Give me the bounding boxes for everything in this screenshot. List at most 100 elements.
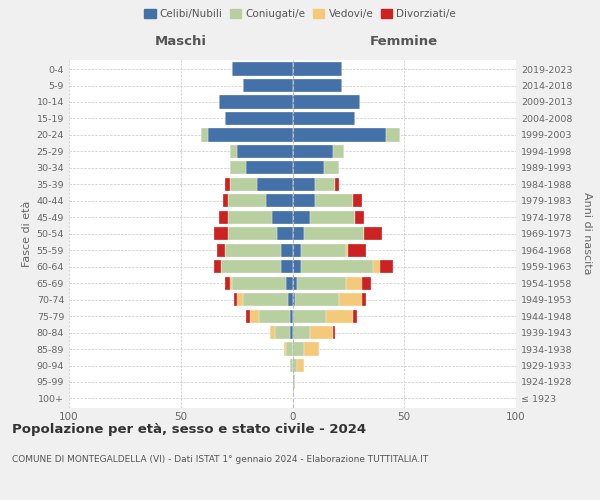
Bar bbox=[236, 145, 293, 158]
Bar bbox=[270, 326, 275, 339]
Bar bbox=[293, 194, 315, 207]
Bar bbox=[340, 293, 362, 306]
Bar bbox=[293, 293, 295, 306]
Y-axis label: Anni di nascita: Anni di nascita bbox=[582, 192, 592, 275]
Bar bbox=[295, 293, 340, 306]
Text: Femmine: Femmine bbox=[370, 34, 439, 48]
Bar bbox=[223, 194, 227, 207]
Bar bbox=[364, 227, 382, 240]
Bar bbox=[293, 145, 333, 158]
Bar bbox=[293, 227, 304, 240]
Bar bbox=[293, 359, 297, 372]
Bar bbox=[257, 178, 293, 191]
Bar bbox=[250, 310, 259, 322]
Bar bbox=[290, 310, 293, 322]
Bar bbox=[214, 227, 227, 240]
Text: Popolazione per età, sesso e stato civile - 2024: Popolazione per età, sesso e stato civil… bbox=[12, 422, 366, 436]
Bar bbox=[362, 293, 366, 306]
Bar bbox=[217, 244, 226, 257]
Text: Maschi: Maschi bbox=[155, 34, 207, 48]
Bar bbox=[301, 260, 373, 274]
Bar bbox=[293, 310, 326, 322]
Bar bbox=[355, 210, 364, 224]
Bar bbox=[293, 128, 386, 141]
Bar bbox=[266, 194, 293, 207]
Bar bbox=[301, 244, 346, 257]
Bar bbox=[288, 293, 293, 306]
Legend: Celibi/Nubili, Coniugati/e, Vedovi/e, Divorziati/e: Celibi/Nubili, Coniugati/e, Vedovi/e, Di… bbox=[140, 5, 460, 24]
Bar bbox=[333, 145, 344, 158]
Bar bbox=[235, 293, 236, 306]
Bar bbox=[244, 79, 293, 92]
Bar bbox=[353, 310, 358, 322]
Bar bbox=[293, 210, 310, 224]
Bar bbox=[245, 310, 250, 322]
Bar bbox=[232, 276, 286, 289]
Bar bbox=[226, 112, 293, 125]
Bar bbox=[297, 359, 304, 372]
Bar bbox=[310, 210, 355, 224]
Bar bbox=[230, 178, 257, 191]
Bar bbox=[293, 326, 310, 339]
Bar bbox=[281, 260, 293, 274]
Bar bbox=[290, 326, 293, 339]
Bar bbox=[315, 194, 353, 207]
Bar bbox=[315, 178, 335, 191]
Bar bbox=[286, 342, 293, 355]
Bar bbox=[227, 210, 272, 224]
Bar bbox=[201, 128, 208, 141]
Bar bbox=[230, 276, 232, 289]
Bar bbox=[272, 210, 293, 224]
Bar bbox=[219, 96, 293, 108]
Bar bbox=[245, 162, 293, 174]
Bar bbox=[310, 326, 333, 339]
Bar bbox=[208, 128, 293, 141]
Bar bbox=[293, 96, 359, 108]
Bar bbox=[333, 326, 335, 339]
Bar bbox=[226, 178, 230, 191]
Bar bbox=[293, 244, 301, 257]
Bar bbox=[290, 359, 293, 372]
Bar bbox=[346, 244, 349, 257]
Bar bbox=[232, 62, 293, 76]
Bar bbox=[293, 260, 301, 274]
Bar bbox=[297, 276, 346, 289]
Bar bbox=[324, 162, 340, 174]
Bar bbox=[326, 310, 353, 322]
Bar bbox=[214, 260, 221, 274]
Bar bbox=[304, 227, 364, 240]
Bar bbox=[230, 162, 245, 174]
Bar bbox=[386, 128, 400, 141]
Bar bbox=[227, 194, 266, 207]
Bar bbox=[221, 260, 281, 274]
Bar bbox=[346, 276, 362, 289]
Bar bbox=[236, 293, 244, 306]
Bar bbox=[226, 276, 230, 289]
Bar bbox=[293, 112, 355, 125]
Bar bbox=[304, 342, 319, 355]
Bar bbox=[284, 342, 286, 355]
Bar bbox=[275, 326, 290, 339]
Bar bbox=[349, 244, 366, 257]
Bar bbox=[373, 260, 380, 274]
Bar bbox=[219, 210, 227, 224]
Bar bbox=[293, 376, 295, 388]
Bar bbox=[281, 244, 293, 257]
Bar bbox=[259, 310, 290, 322]
Bar bbox=[227, 227, 277, 240]
Bar bbox=[293, 62, 341, 76]
Bar bbox=[380, 260, 393, 274]
Bar bbox=[293, 276, 297, 289]
Bar bbox=[293, 342, 304, 355]
Bar bbox=[226, 244, 281, 257]
Bar bbox=[335, 178, 340, 191]
Bar bbox=[293, 79, 341, 92]
Bar bbox=[277, 227, 293, 240]
Bar bbox=[286, 276, 293, 289]
Bar bbox=[244, 293, 288, 306]
Bar bbox=[293, 162, 324, 174]
Y-axis label: Fasce di età: Fasce di età bbox=[22, 200, 32, 267]
Bar bbox=[230, 145, 236, 158]
Bar bbox=[362, 276, 371, 289]
Text: COMUNE DI MONTEGALDELLA (VI) - Dati ISTAT 1° gennaio 2024 - Elaborazione TUTTITA: COMUNE DI MONTEGALDELLA (VI) - Dati ISTA… bbox=[12, 455, 428, 464]
